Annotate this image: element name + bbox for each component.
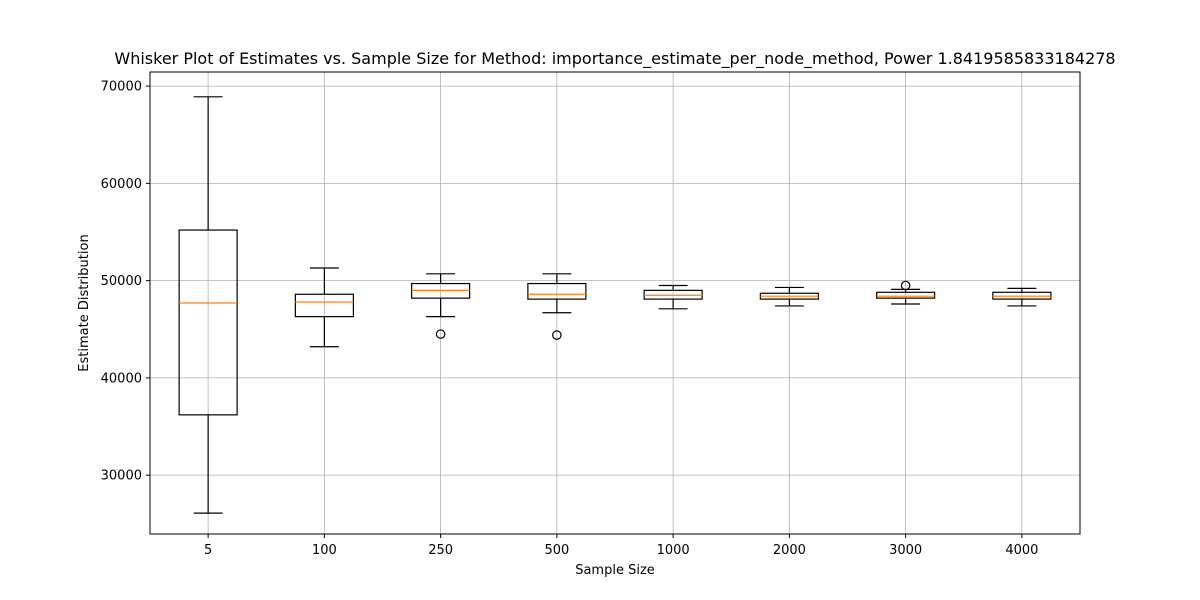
x-tick-label: 3000 bbox=[889, 543, 922, 558]
iqr-box bbox=[527, 282, 587, 300]
box-5 bbox=[178, 96, 238, 514]
outlier-point bbox=[900, 280, 911, 291]
x-tick-label: 2000 bbox=[773, 543, 806, 558]
y-tick-label: 70000 bbox=[101, 80, 142, 95]
axis-ticks: 5 100 250 500 1000 2000 3000 4000 30000 40000 5000… bbox=[101, 80, 1039, 558]
outlier-point bbox=[552, 330, 562, 340]
y-axis-label: Estimate Distribution bbox=[77, 234, 92, 371]
box-3000 bbox=[876, 280, 936, 305]
y-tick-label: 40000 bbox=[101, 371, 142, 386]
x-tick-label: 4000 bbox=[1005, 543, 1038, 558]
box-1000 bbox=[643, 284, 703, 310]
plot-area-frame bbox=[149, 71, 1081, 535]
box-250 bbox=[411, 273, 471, 339]
iqr-box bbox=[178, 229, 238, 416]
iqr-box bbox=[876, 291, 936, 299]
iqr-box bbox=[294, 293, 354, 318]
outlier-point bbox=[435, 329, 446, 339]
y-tick-label: 50000 bbox=[101, 274, 142, 289]
y-tick-label: 30000 bbox=[101, 469, 142, 484]
y-tick-label: 60000 bbox=[101, 177, 142, 192]
box-2000 bbox=[759, 286, 819, 307]
chart-title: Whisker Plot of Estimates vs. Sample Siz… bbox=[114, 49, 1115, 69]
x-axis-label: Sample Size bbox=[575, 563, 655, 578]
x-tick-label: 500 bbox=[544, 543, 569, 558]
x-tick-label: 5 bbox=[204, 543, 212, 558]
x-tick-label: 250 bbox=[428, 543, 453, 558]
x-tick-label: 1000 bbox=[657, 543, 690, 558]
x-tick-label: 100 bbox=[312, 543, 337, 558]
box-4000 bbox=[992, 287, 1052, 307]
box-100 bbox=[294, 267, 354, 348]
box-series bbox=[178, 96, 1052, 514]
box-500 bbox=[527, 273, 587, 340]
